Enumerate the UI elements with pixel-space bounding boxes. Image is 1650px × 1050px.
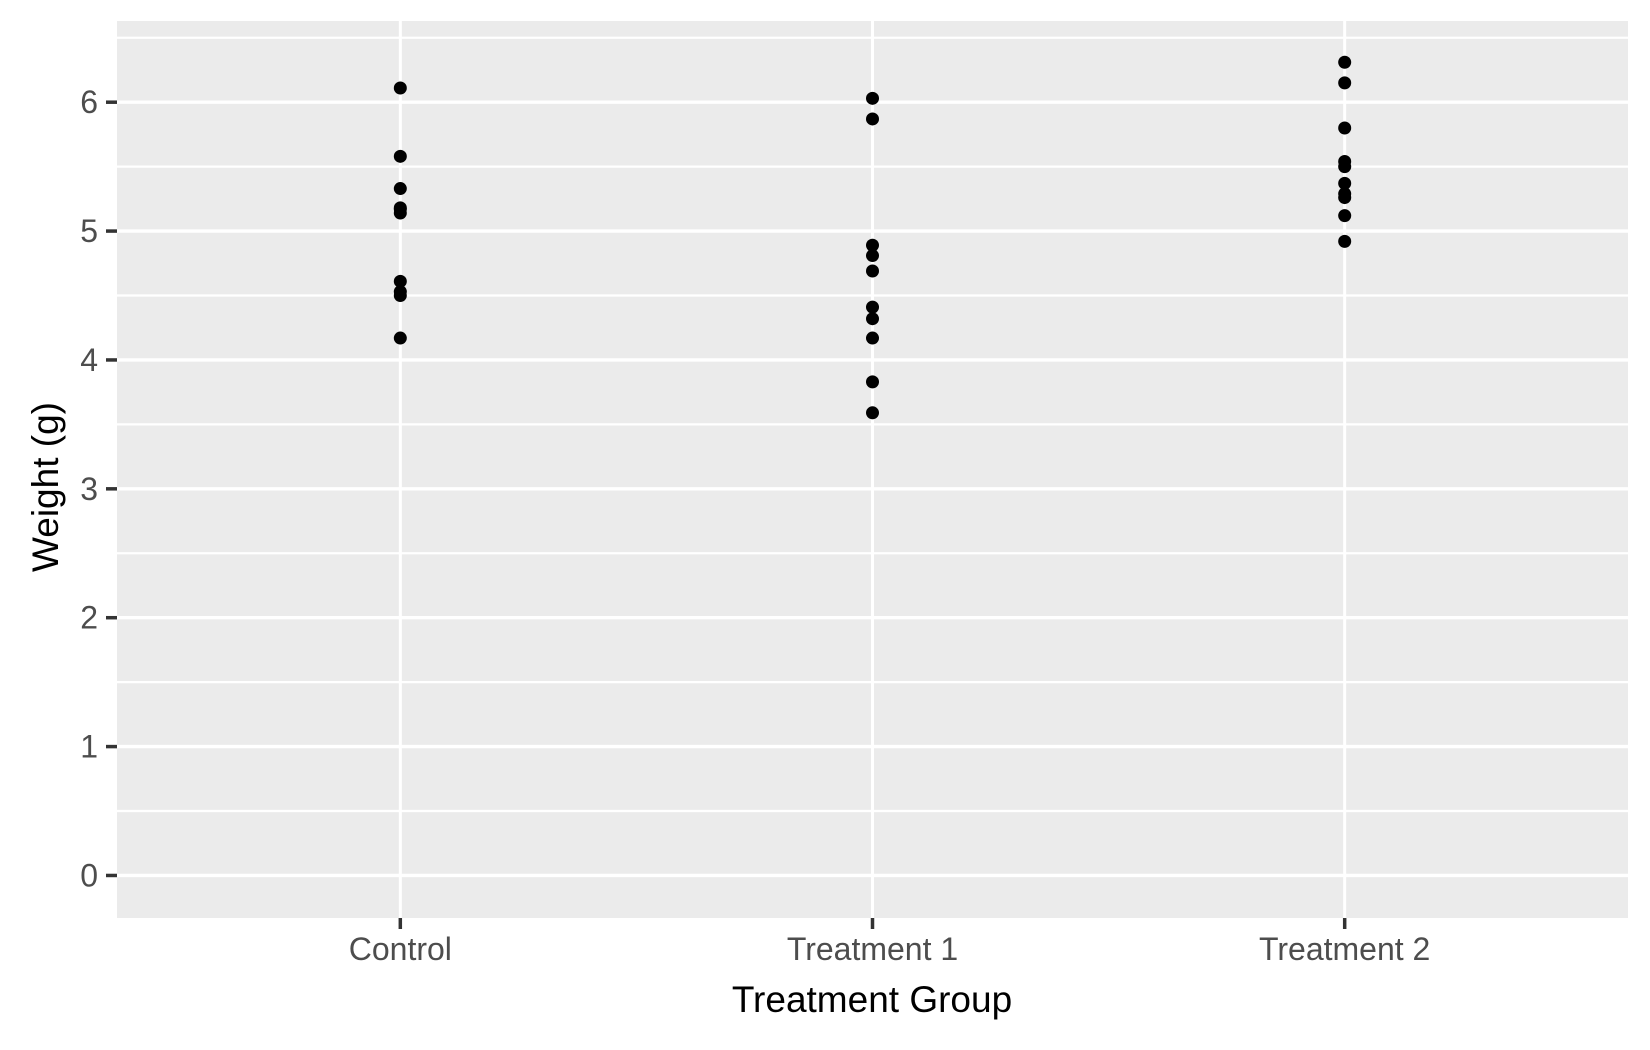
data-point (393, 81, 407, 95)
x-tick-label: Treatment 1 (787, 931, 958, 967)
data-point (1338, 191, 1352, 205)
data-point (393, 149, 407, 163)
data-point (1338, 160, 1352, 174)
data-point (1338, 121, 1352, 135)
data-point (866, 375, 879, 389)
y-tick-label: 0 (80, 857, 98, 893)
y-axis-title: Weight (g) (25, 402, 66, 572)
x-tick-label: Control (349, 931, 452, 967)
data-point (1338, 55, 1352, 69)
data-point (393, 331, 407, 345)
data-point (393, 285, 407, 299)
data-point (866, 300, 879, 314)
y-tick-label: 4 (80, 342, 98, 378)
y-tick-label: 3 (80, 471, 98, 507)
data-point (866, 112, 879, 126)
data-point (393, 206, 407, 220)
x-tick-label: Treatment 2 (1259, 931, 1430, 967)
data-point (1338, 209, 1352, 223)
data-point (866, 312, 879, 326)
x-axis-title: Treatment Group (732, 979, 1012, 1020)
y-tick-label: 5 (80, 213, 98, 249)
data-point (866, 91, 879, 105)
y-tick-label: 1 (80, 729, 98, 765)
data-point (866, 264, 879, 278)
data-point (866, 238, 879, 252)
data-point (866, 331, 879, 345)
y-tick-label: 2 (80, 600, 98, 636)
data-point (1338, 234, 1352, 248)
data-point (1338, 76, 1352, 90)
data-point (1338, 176, 1352, 190)
data-point (393, 182, 407, 196)
data-point (393, 274, 407, 288)
data-point (866, 249, 879, 263)
data-point (866, 406, 879, 420)
y-tick-label: 6 (80, 84, 98, 120)
